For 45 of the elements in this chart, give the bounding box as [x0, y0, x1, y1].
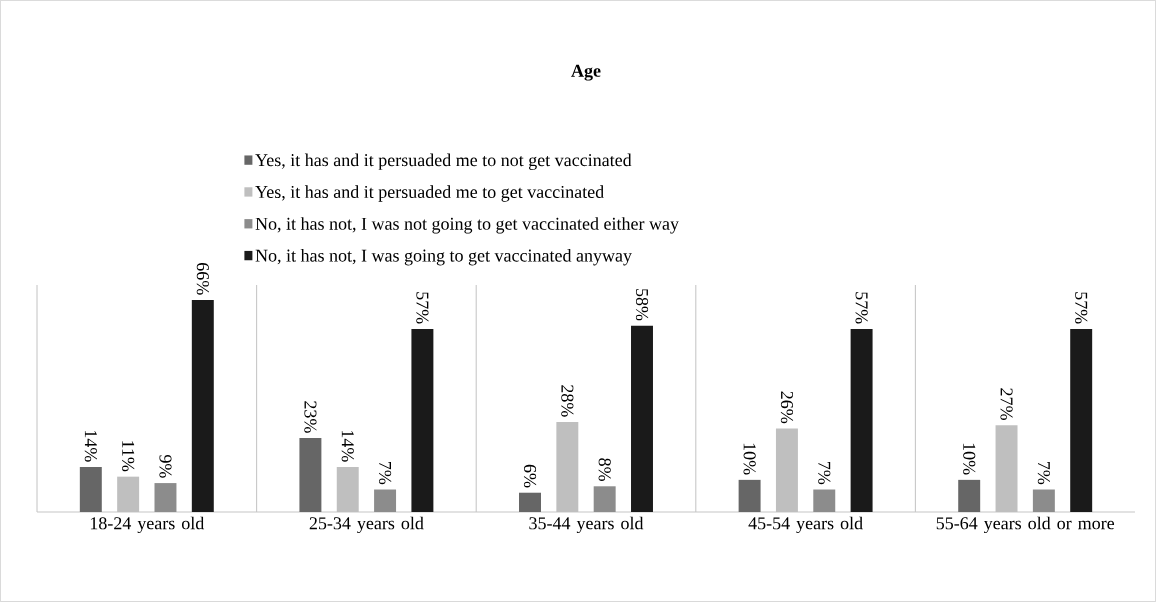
x-tick-label: 18-24 years old	[90, 516, 205, 534]
legend-label: No, it has not, I was not going to get vaccinated either way	[255, 217, 679, 234]
data-label: 7%	[378, 461, 392, 485]
bar	[593, 486, 616, 512]
bar	[958, 479, 981, 512]
data-label: 57%	[855, 292, 868, 324]
bar	[411, 328, 434, 512]
bar	[519, 492, 541, 512]
data-label: 7%	[818, 461, 831, 485]
bar	[631, 325, 653, 512]
data-label: 9%	[159, 454, 172, 478]
data-label: 23%	[304, 401, 317, 433]
data-label: 8%	[598, 458, 611, 481]
data-label: 26%	[780, 391, 794, 424]
bar	[191, 299, 214, 512]
data-label: 14%	[341, 430, 354, 462]
chart-title: Age	[571, 64, 601, 81]
legend-label: Yes, it has and it persuaded me to not get vaccinated	[255, 153, 632, 170]
bar	[813, 489, 836, 512]
legend-label: No, it has not, I was going to get vaccinated anyway	[255, 249, 632, 266]
legend-label: Yes, it has and it persuaded me to get vaccinated	[255, 185, 604, 202]
bar	[79, 467, 102, 512]
data-label: 14%	[84, 430, 97, 462]
x-tick-label: 35-44 years old	[529, 516, 644, 534]
data-label: 57%	[416, 292, 429, 324]
data-label: 66%	[196, 263, 209, 295]
data-label: 28%	[561, 385, 574, 417]
bar	[1032, 489, 1055, 512]
x-tick-label: 25-34 years old	[309, 516, 424, 534]
bar	[154, 483, 177, 512]
bar	[299, 438, 322, 512]
data-label: 27%	[1000, 388, 1013, 420]
data-label: 7%	[1037, 461, 1050, 485]
bar	[850, 328, 873, 512]
data-label: 57%	[1075, 292, 1088, 324]
data-label: 10%	[743, 443, 756, 475]
x-tick-label: 45-54 years old	[748, 516, 863, 534]
bar	[374, 489, 397, 512]
x-tick-label: 55-64 years old or more	[936, 516, 1115, 534]
bar	[1070, 328, 1093, 512]
data-label: 6%	[523, 464, 537, 488]
data-label: 10%	[963, 443, 976, 475]
data-label: 58%	[635, 289, 649, 321]
data-label: 11%	[122, 441, 135, 472]
bar	[738, 479, 761, 512]
